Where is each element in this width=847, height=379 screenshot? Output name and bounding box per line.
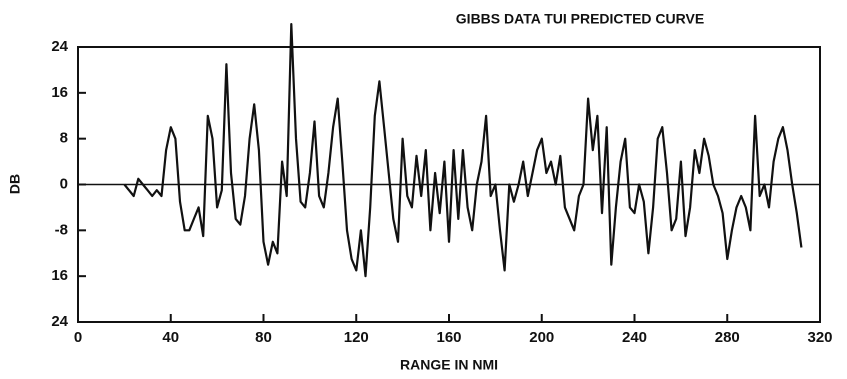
x-tick-label: 280	[715, 329, 740, 346]
y-axis-label: DB	[7, 174, 23, 194]
x-tick-label: 200	[529, 329, 554, 346]
y-tick-label: 16	[51, 267, 68, 284]
x-tick-label: 0	[74, 329, 82, 346]
x-tick-label: 120	[344, 329, 369, 346]
chart-title: GIBBS DATA TUI PREDICTED CURVE	[456, 11, 704, 27]
x-tick-label: 160	[436, 329, 461, 346]
data-line	[123, 23, 803, 278]
y-tick-label: 0	[60, 175, 68, 192]
x-axis-label: RANGE IN NMI	[400, 357, 498, 373]
y-tick-label: 8	[60, 130, 68, 147]
x-tick-label: 40	[162, 329, 179, 346]
x-tick-label: 240	[622, 329, 647, 346]
y-tick-label: -8	[55, 221, 68, 238]
y-tick-label: 16	[51, 84, 68, 101]
x-tick-label: 320	[807, 329, 832, 346]
y-tick-label: 24	[51, 38, 68, 55]
x-tick-label: 80	[255, 329, 272, 346]
y-tick-label: 24	[51, 313, 68, 330]
